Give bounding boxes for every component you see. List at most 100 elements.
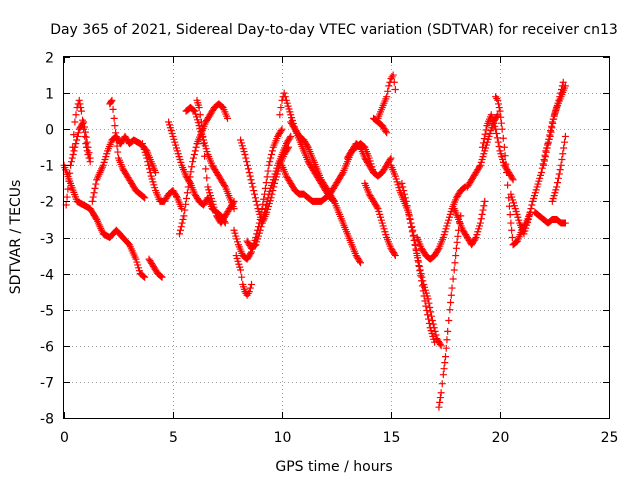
data-point bbox=[542, 148, 550, 156]
data-point bbox=[544, 140, 552, 148]
data-point bbox=[442, 344, 450, 352]
data-point bbox=[386, 156, 394, 164]
data-point bbox=[82, 133, 90, 141]
data-point bbox=[224, 114, 231, 122]
data-point bbox=[558, 156, 566, 164]
data-point bbox=[74, 132, 82, 140]
data-point bbox=[242, 154, 250, 162]
data-point bbox=[186, 173, 194, 181]
data-point bbox=[281, 93, 289, 101]
data-point bbox=[181, 206, 189, 214]
data-point bbox=[454, 232, 462, 240]
data-point bbox=[452, 244, 460, 252]
data-point bbox=[527, 205, 535, 213]
data-point bbox=[505, 194, 513, 202]
data-point bbox=[158, 273, 166, 281]
data-point bbox=[246, 284, 254, 292]
data-point bbox=[390, 78, 398, 86]
data-point bbox=[144, 158, 152, 166]
data-point bbox=[185, 178, 193, 186]
data-point bbox=[199, 132, 207, 140]
data-point bbox=[264, 167, 272, 175]
data-point bbox=[245, 169, 253, 177]
data-point bbox=[524, 215, 532, 223]
data-point bbox=[77, 107, 85, 115]
data-point bbox=[477, 215, 485, 223]
y-tick-label: -7 bbox=[40, 376, 54, 392]
data-point bbox=[441, 359, 449, 367]
data-point bbox=[561, 82, 569, 90]
data-point bbox=[247, 176, 255, 184]
data-point bbox=[471, 235, 479, 243]
data-point bbox=[79, 116, 87, 124]
data-point bbox=[76, 100, 84, 108]
data-point bbox=[66, 169, 74, 177]
data-point bbox=[493, 95, 501, 103]
data-point bbox=[188, 163, 196, 171]
data-point bbox=[561, 132, 569, 140]
data-point bbox=[402, 197, 410, 205]
data-point bbox=[177, 223, 185, 231]
data-point bbox=[557, 161, 565, 169]
y-tick-label: -3 bbox=[40, 232, 54, 248]
data-point bbox=[497, 119, 505, 127]
data-point bbox=[408, 228, 416, 236]
data-point bbox=[428, 312, 436, 320]
data-point bbox=[493, 112, 501, 120]
data-point bbox=[243, 158, 251, 166]
data-point bbox=[200, 140, 208, 148]
data-point bbox=[253, 201, 261, 209]
data-point bbox=[427, 308, 435, 316]
data-point bbox=[276, 111, 284, 119]
data-point bbox=[389, 71, 397, 79]
data-point bbox=[559, 150, 567, 158]
data-point bbox=[546, 131, 554, 139]
data-point bbox=[460, 184, 468, 192]
x-tick-label: 0 bbox=[60, 430, 69, 446]
grid bbox=[64, 57, 609, 418]
data-point bbox=[172, 192, 180, 200]
data-point bbox=[480, 135, 488, 143]
data-point bbox=[192, 143, 200, 151]
data-point bbox=[509, 176, 517, 184]
y-tick-label: -1 bbox=[40, 159, 54, 175]
data-point bbox=[391, 252, 399, 260]
data-point bbox=[416, 266, 424, 274]
data-point bbox=[437, 342, 445, 350]
data-point bbox=[157, 272, 165, 280]
data-point bbox=[556, 166, 564, 174]
data-point bbox=[417, 270, 425, 278]
data-point bbox=[187, 168, 195, 176]
data-point bbox=[230, 197, 238, 205]
data-point bbox=[74, 129, 82, 137]
y-tick-label: -8 bbox=[40, 412, 54, 428]
data-point bbox=[261, 205, 269, 213]
data-point bbox=[73, 136, 81, 144]
data-point bbox=[246, 172, 254, 180]
data-point bbox=[141, 194, 149, 202]
data-point bbox=[499, 134, 507, 142]
data-point bbox=[554, 174, 562, 182]
data-point bbox=[498, 125, 506, 133]
data-point bbox=[495, 104, 503, 112]
data-point bbox=[429, 320, 437, 328]
x-tick-label: 25 bbox=[601, 430, 619, 446]
data-point bbox=[555, 170, 563, 178]
data-point bbox=[247, 249, 255, 257]
data-point bbox=[259, 200, 267, 208]
data-point bbox=[244, 161, 252, 169]
data-point bbox=[382, 127, 390, 135]
data-point bbox=[258, 219, 266, 227]
data-point bbox=[501, 152, 509, 160]
data-point bbox=[540, 161, 548, 169]
data-point bbox=[481, 197, 489, 205]
data-point bbox=[68, 154, 76, 162]
data-point bbox=[537, 169, 545, 177]
data-point bbox=[356, 257, 364, 265]
data-point bbox=[445, 317, 453, 325]
data-point bbox=[92, 180, 100, 188]
data-point bbox=[540, 157, 548, 165]
data-point bbox=[414, 254, 422, 262]
data-point bbox=[303, 142, 311, 150]
data-point bbox=[237, 266, 245, 274]
